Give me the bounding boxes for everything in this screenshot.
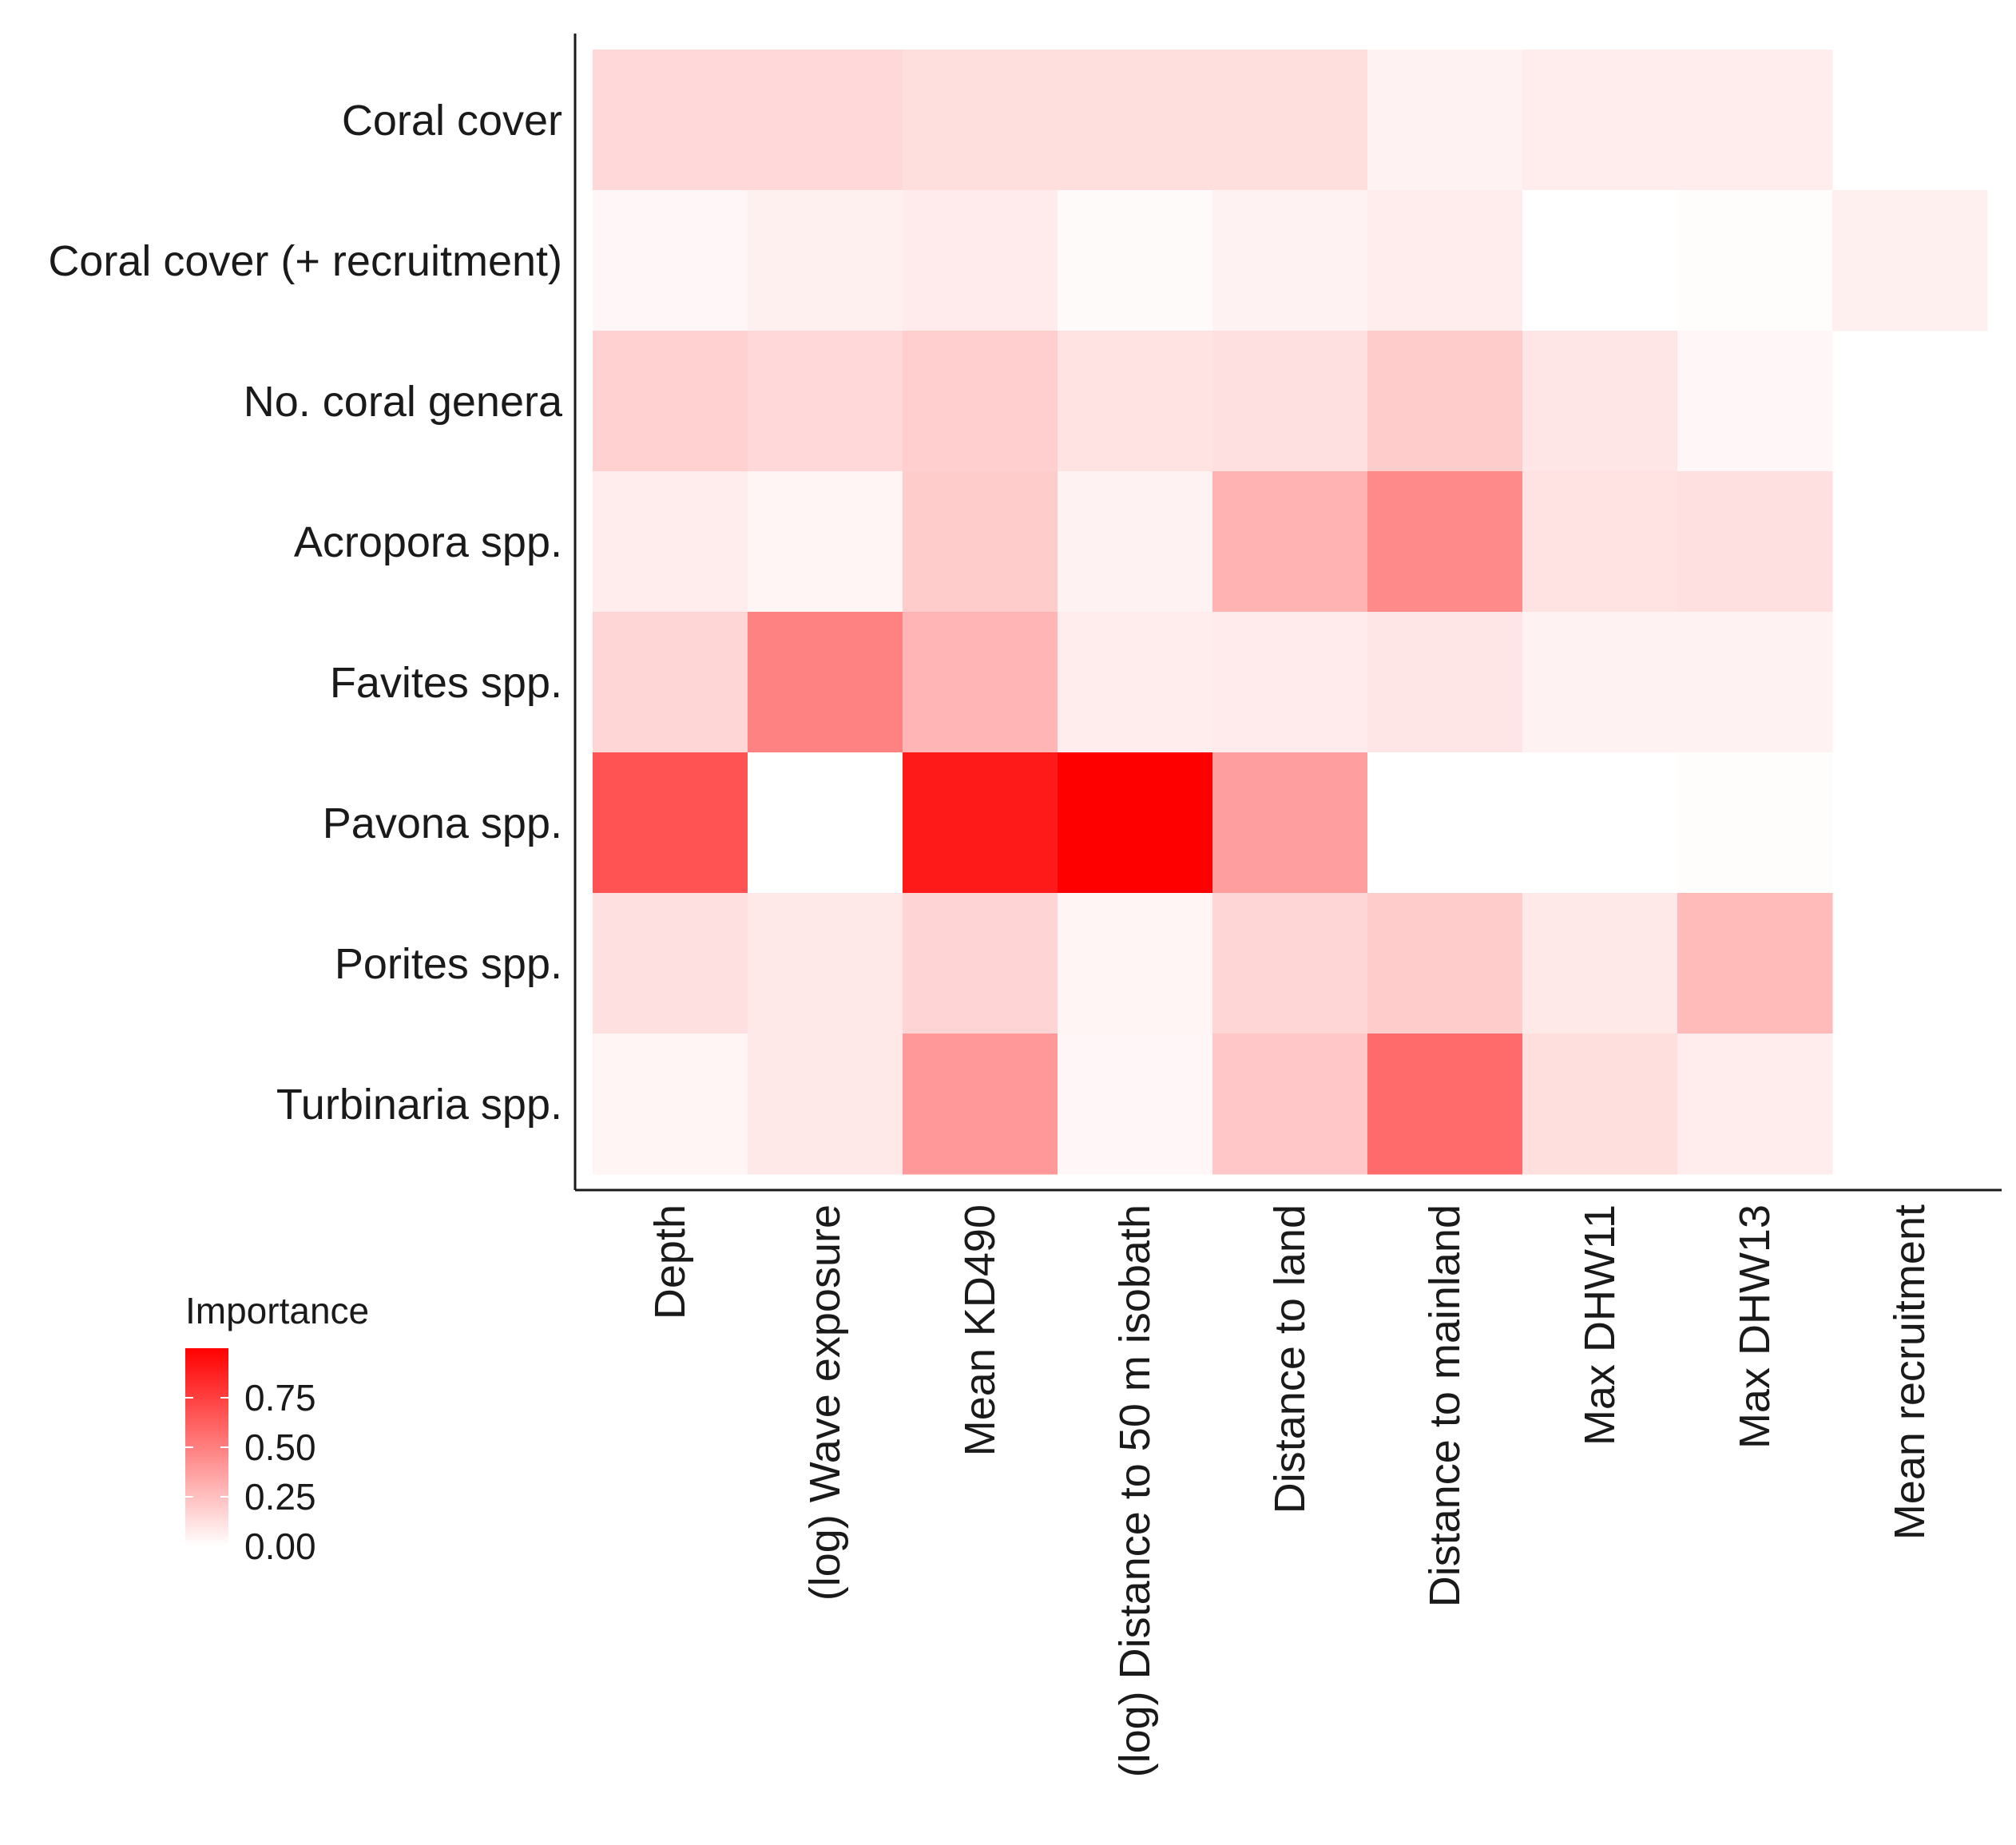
y-tick-label: Coral cover <box>342 97 562 145</box>
heatmap-cell <box>593 50 748 191</box>
heatmap-cell <box>903 471 1058 613</box>
heatmap-cell <box>1367 752 1523 894</box>
heatmap-cell <box>593 752 748 894</box>
heatmap-cell <box>1522 1034 1678 1175</box>
heatmap-cell <box>593 1034 748 1175</box>
heatmap-cell <box>748 190 903 331</box>
heatmap-cell <box>1058 1034 1213 1175</box>
y-tick-label: Acropora spp. <box>294 518 562 566</box>
heatmap-cell <box>748 893 903 1034</box>
heatmap-cell <box>903 50 1058 191</box>
heatmap-cell <box>903 752 1058 894</box>
heatmap-cell <box>903 331 1058 472</box>
heatmap-cell <box>1058 50 1213 191</box>
heatmap-cell <box>1677 893 1833 1034</box>
heatmap-cell <box>1367 190 1523 331</box>
heatmap-cell <box>903 893 1058 1034</box>
x-tick-label: Mean KD490 <box>956 1204 1004 1456</box>
heatmap-cell <box>1058 331 1213 472</box>
heatmap-cell <box>903 1034 1058 1175</box>
heatmap-cell <box>903 190 1058 331</box>
heatmap-cell <box>1058 471 1213 613</box>
heatmap-cell <box>1212 190 1368 331</box>
heatmap-cell <box>1058 893 1213 1034</box>
heatmap-cell <box>1677 471 1833 613</box>
heatmap-cell <box>1677 1034 1833 1175</box>
y-tick-label: Pavona spp. <box>323 800 562 847</box>
heatmap-cell <box>1212 612 1368 753</box>
heatmap-cells <box>593 50 1988 1175</box>
heatmap-cell <box>1212 471 1368 613</box>
heatmap-cell <box>1677 612 1833 753</box>
x-tick-label: Distance to mainland <box>1421 1204 1469 1607</box>
heatmap-cell <box>1367 471 1523 613</box>
x-axis-tick-labels: Depth (log) Wave exposure Mean KD490 (log) … <box>646 1204 1934 1777</box>
x-tick-label: Distance to land <box>1266 1204 1314 1514</box>
legend-tick-label: 0.00 <box>244 1526 316 1567</box>
legend-tick-label: 0.25 <box>244 1476 316 1518</box>
heatmap-cell <box>1212 50 1368 191</box>
heatmap-cell <box>593 893 748 1034</box>
heatmap-cell <box>1367 612 1523 753</box>
x-tick-label: (log) Distance to 50 m isobath <box>1111 1204 1159 1777</box>
heatmap-cell <box>1058 752 1213 894</box>
x-tick-label: Max DHW11 <box>1576 1204 1624 1446</box>
heatmap-cell <box>1677 331 1833 472</box>
heatmap-cell <box>748 1034 903 1175</box>
heatmap-cell <box>593 190 748 331</box>
legend: Importance 0.00 0.25 0.50 0.75 <box>185 1290 369 1567</box>
legend-tick-label: 0.50 <box>244 1426 316 1468</box>
heatmap-cell <box>1212 1034 1368 1175</box>
heatmap-cell <box>1058 612 1213 753</box>
y-tick-label: Favites spp. <box>330 659 562 707</box>
heatmap-cell <box>1212 331 1368 472</box>
heatmap-cell <box>593 331 748 472</box>
heatmap-cell <box>1367 893 1523 1034</box>
heatmap-cell <box>748 50 903 191</box>
heatmap-cell <box>748 331 903 472</box>
y-axis-tick-labels: Coral cover Coral cover (+ recruitment) No… <box>48 97 563 1129</box>
y-tick-label: No. coral genera <box>244 378 563 426</box>
legend-tick-label: 0.75 <box>244 1377 316 1418</box>
y-tick-label: Coral cover (+ recruitment) <box>48 237 562 285</box>
heatmap-cell <box>748 752 903 894</box>
heatmap-cell <box>1212 893 1368 1034</box>
heatmap-cell <box>1522 471 1678 613</box>
y-tick-label: Porites spp. <box>335 940 562 988</box>
heatmap-cell <box>1677 190 1833 331</box>
heatmap-cell <box>1522 893 1678 1034</box>
heatmap-cell <box>1522 50 1678 191</box>
legend-title: Importance <box>185 1290 369 1331</box>
heatmap-cell <box>1367 50 1523 191</box>
heatmap-cell <box>903 612 1058 753</box>
legend-ticks: 0.00 0.25 0.50 0.75 <box>185 1377 316 1567</box>
heatmap-cell <box>1212 752 1368 894</box>
heatmap-cell <box>1677 752 1833 894</box>
heatmap-cell <box>1522 190 1678 331</box>
x-tick-label: (log) Wave exposure <box>801 1204 849 1601</box>
heatmap-cell <box>1832 190 1988 331</box>
heatmap-cell <box>1522 752 1678 894</box>
heatmap-cell <box>1522 331 1678 472</box>
x-tick-label: Mean recruitment <box>1886 1204 1934 1540</box>
heatmap-cell <box>1367 1034 1523 1175</box>
heatmap-cell <box>593 612 748 753</box>
heatmap-cell <box>748 612 903 753</box>
y-tick-label: Turbinaria spp. <box>276 1081 562 1129</box>
heatmap-cell <box>1058 190 1213 331</box>
heatmap-cell <box>1677 50 1833 191</box>
heatmap-cell <box>593 471 748 613</box>
heatmap-cell <box>1367 331 1523 472</box>
heatmap-cell <box>1522 612 1678 753</box>
x-tick-label: Max DHW13 <box>1731 1204 1779 1449</box>
heatmap-cell <box>748 471 903 613</box>
x-tick-label: Depth <box>646 1204 694 1319</box>
